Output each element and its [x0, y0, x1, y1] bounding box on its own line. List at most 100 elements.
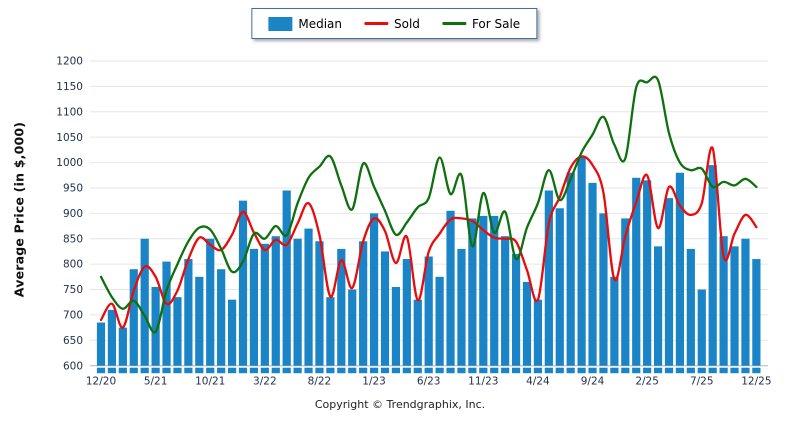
y-axis-title: Average Price (in $,000) — [11, 121, 27, 298]
median-bar[interactable] — [380, 251, 390, 366]
median-bar[interactable] — [708, 165, 717, 366]
median-bar[interactable] — [533, 299, 543, 366]
median-bar[interactable] — [129, 269, 138, 366]
x-tick-label: 9/24 — [581, 376, 605, 388]
median-bar[interactable] — [544, 190, 553, 366]
sold-line-swatch-icon — [364, 22, 389, 25]
median-bar[interactable] — [315, 241, 324, 366]
median-bar[interactable] — [643, 180, 652, 366]
legend-label-forsale: For Sale — [471, 16, 521, 31]
median-bar[interactable] — [577, 157, 586, 366]
legend-label-sold: Sold — [394, 16, 420, 31]
median-bar[interactable] — [249, 248, 259, 366]
x-tick-label: 12/20 — [86, 376, 116, 388]
median-bar[interactable] — [457, 248, 466, 366]
median-bar[interactable] — [151, 286, 160, 366]
median-bar[interactable] — [588, 182, 597, 366]
legend-item-sold[interactable]: Sold — [364, 18, 420, 30]
median-bar[interactable] — [173, 297, 182, 366]
median-bar[interactable] — [337, 248, 346, 366]
x-tick-label: 11/23 — [468, 376, 498, 388]
median-bar[interactable] — [271, 236, 280, 366]
median-bar[interactable] — [195, 276, 204, 366]
y-axis-tick-labels: 600 650 700 750 800 850 900 950 1000 1050 1100 1150… — [56, 56, 83, 373]
y-tick-label: 650 — [63, 335, 83, 347]
median-bar[interactable] — [719, 236, 728, 366]
x-tick-marks — [96, 367, 761, 374]
median-bar[interactable] — [479, 215, 488, 366]
x-tick-label: 8/22 — [308, 376, 332, 388]
median-bar[interactable] — [227, 299, 237, 366]
x-tick-label: 6/23 — [417, 376, 441, 388]
legend-label-median: Median — [298, 16, 343, 31]
median-bar[interactable] — [184, 259, 193, 366]
x-tick-label: 12/25 — [741, 376, 771, 388]
median-bar[interactable] — [664, 198, 674, 366]
legend-item-forsale[interactable]: For Sale — [441, 16, 521, 31]
median-bar[interactable] — [391, 286, 401, 366]
y-tick-label: 1200 — [56, 56, 83, 68]
x-tick-label: 4/24 — [526, 376, 550, 388]
median-bar[interactable] — [304, 228, 313, 366]
y-tick-label: 800 — [63, 259, 83, 271]
median-bar[interactable] — [413, 299, 422, 366]
median-bar[interactable] — [675, 172, 685, 366]
median-bar[interactable] — [217, 269, 226, 366]
median-bar[interactable] — [238, 200, 248, 366]
median-bar[interactable] — [501, 236, 510, 366]
x-tick-label: 7/25 — [690, 376, 714, 388]
median-bar[interactable] — [490, 215, 499, 366]
median-bar[interactable] — [511, 253, 521, 366]
median-bar[interactable] — [730, 246, 739, 366]
median-bar[interactable] — [686, 248, 695, 366]
median-bar[interactable] — [206, 238, 215, 366]
median-bar[interactable] — [632, 177, 641, 366]
for-sale-line — [99, 75, 758, 334]
x-axis-tick-labels: 12/20 5/21 10/21 3/22 8/22 1/23 6/23 11/23 4/24 9… — [86, 376, 772, 388]
median-bar[interactable] — [446, 210, 455, 366]
y-tick-label: 900 — [63, 208, 83, 220]
median-bar[interactable] — [118, 327, 127, 366]
x-tick-label: 10/21 — [195, 376, 225, 388]
median-bar[interactable] — [162, 261, 171, 366]
median-bar[interactable] — [741, 238, 750, 366]
y-tick-label: 1050 — [56, 132, 83, 144]
median-bar[interactable] — [522, 281, 532, 366]
x-tick-label: 5/21 — [144, 376, 168, 388]
median-bar[interactable] — [610, 276, 619, 366]
median-bar[interactable] — [424, 256, 433, 366]
median-bar[interactable] — [369, 213, 379, 366]
chart-legend: Median Sold For Sale — [251, 8, 538, 39]
y-tick-label: 600 — [63, 360, 83, 372]
median-bar[interactable] — [621, 218, 630, 366]
median-bar[interactable] — [260, 243, 269, 366]
median-bar[interactable] — [140, 238, 149, 366]
forsale-line-swatch-icon — [441, 22, 466, 25]
y-tick-label: 700 — [63, 310, 83, 322]
median-bar[interactable] — [402, 259, 411, 366]
median-bar[interactable] — [566, 172, 575, 366]
median-bar[interactable] — [468, 218, 477, 366]
x-tick-label: 3/22 — [253, 376, 277, 388]
x-tick-label: 1/23 — [362, 376, 386, 388]
sold-line — [99, 146, 758, 329]
median-bar[interactable] — [293, 238, 302, 366]
median-bar[interactable] — [653, 246, 663, 366]
median-bars — [96, 157, 761, 366]
median-bar[interactable] — [107, 309, 117, 366]
median-bar[interactable] — [282, 190, 291, 366]
median-bar[interactable] — [348, 289, 357, 366]
median-bar[interactable] — [599, 213, 608, 366]
x-tick-label: 2/25 — [635, 376, 659, 388]
median-bar[interactable] — [359, 241, 368, 366]
legend-item-median[interactable]: Median — [268, 16, 343, 31]
median-bar[interactable] — [752, 259, 761, 366]
copyright-text: Copyright © Trendgraphix, Inc. — [314, 398, 486, 411]
median-bar[interactable] — [435, 276, 444, 366]
median-bar[interactable] — [326, 297, 335, 366]
median-bar[interactable] — [697, 289, 706, 366]
median-bar[interactable] — [555, 208, 564, 366]
y-tick-label: 1100 — [56, 106, 83, 118]
median-bar[interactable] — [96, 322, 106, 366]
